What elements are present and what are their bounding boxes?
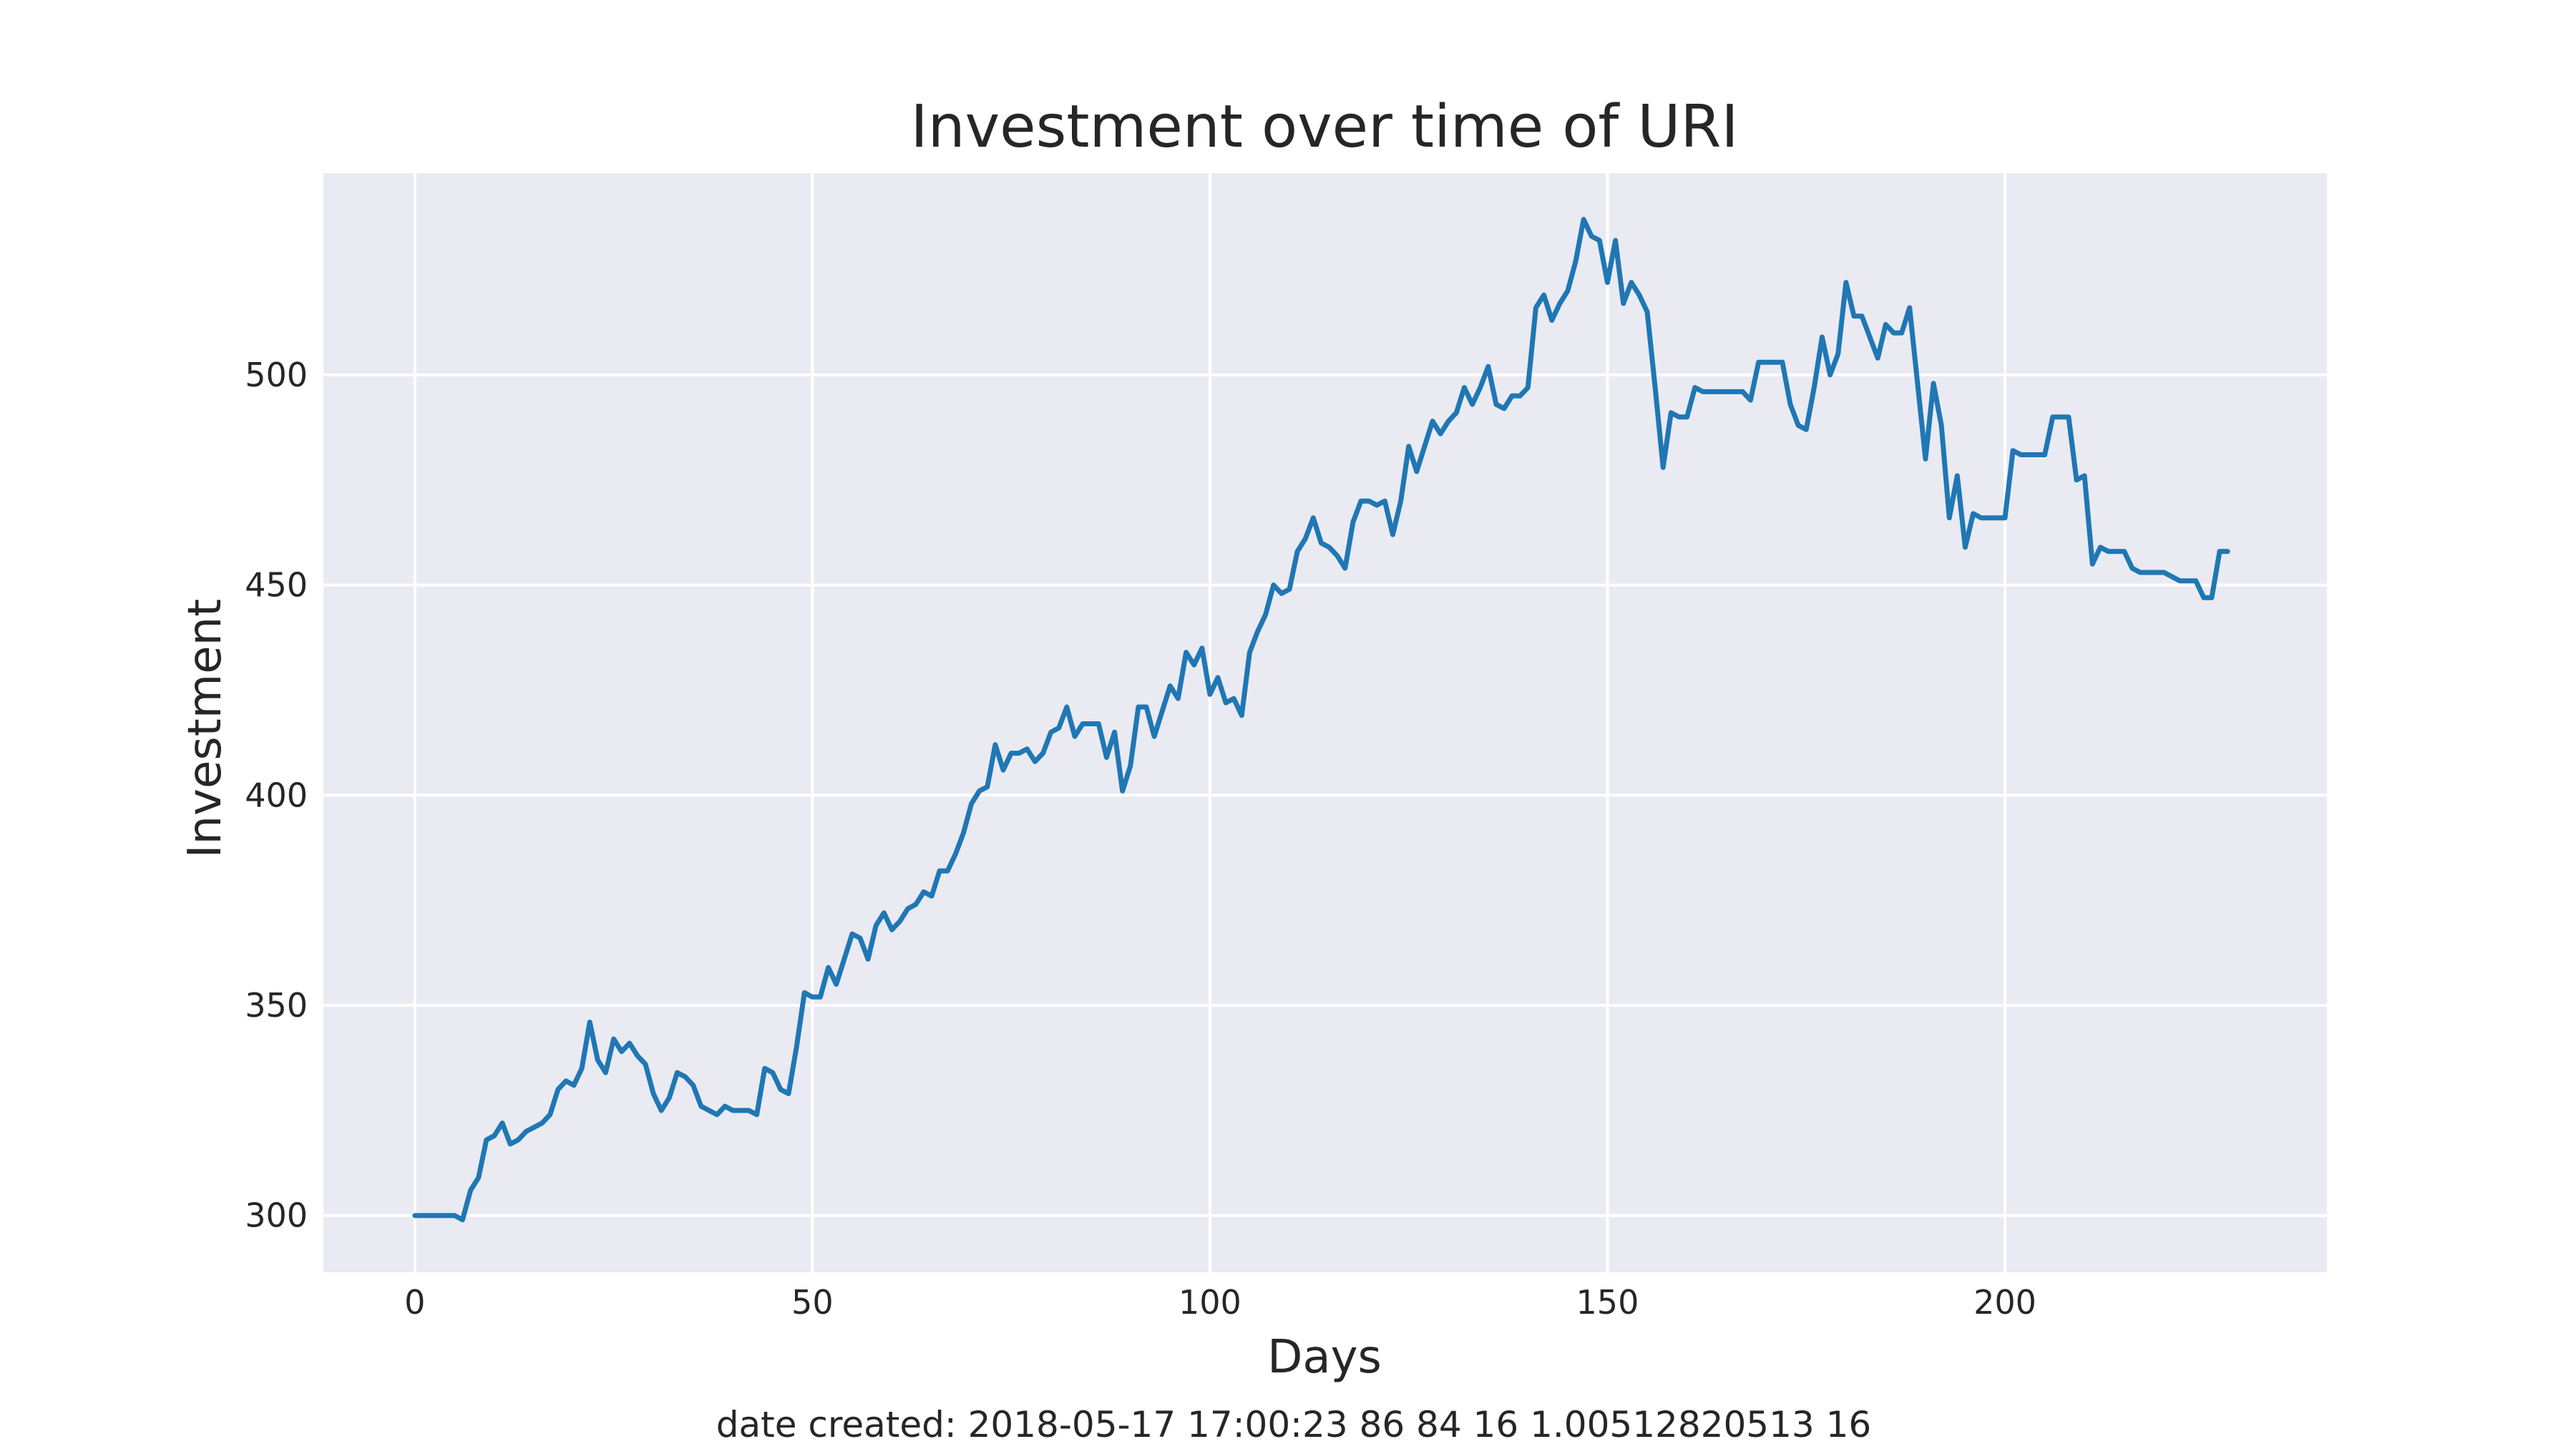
investment-series-line bbox=[412, 217, 2230, 1223]
chart-title: Investment over time of URI bbox=[910, 93, 1738, 161]
y-axis-label: Investment bbox=[179, 599, 232, 859]
x-tick-label: 50 bbox=[791, 1283, 834, 1322]
y-tick-label: 300 bbox=[245, 1196, 308, 1235]
plot-area bbox=[323, 173, 2327, 1272]
gridlines bbox=[323, 173, 2327, 1272]
x-tick-label: 200 bbox=[1974, 1283, 2036, 1322]
footer-note: date created: 2018-05-17 17:00:23 86 84 … bbox=[716, 1404, 1871, 1445]
x-tick-label: 0 bbox=[404, 1283, 425, 1322]
x-axis-label: Days bbox=[1267, 1331, 1382, 1384]
y-tick-label: 500 bbox=[245, 356, 308, 394]
y-tick-label: 350 bbox=[245, 986, 308, 1025]
y-axis-ticks: 300 350 400 450 500 bbox=[245, 356, 308, 1235]
x-tick-label: 150 bbox=[1576, 1283, 1639, 1322]
x-axis-ticks: 0 50 100 150 200 bbox=[404, 1283, 2036, 1322]
y-tick-label: 400 bbox=[245, 776, 308, 814]
y-tick-label: 450 bbox=[245, 566, 308, 605]
x-tick-label: 100 bbox=[1179, 1283, 1241, 1322]
